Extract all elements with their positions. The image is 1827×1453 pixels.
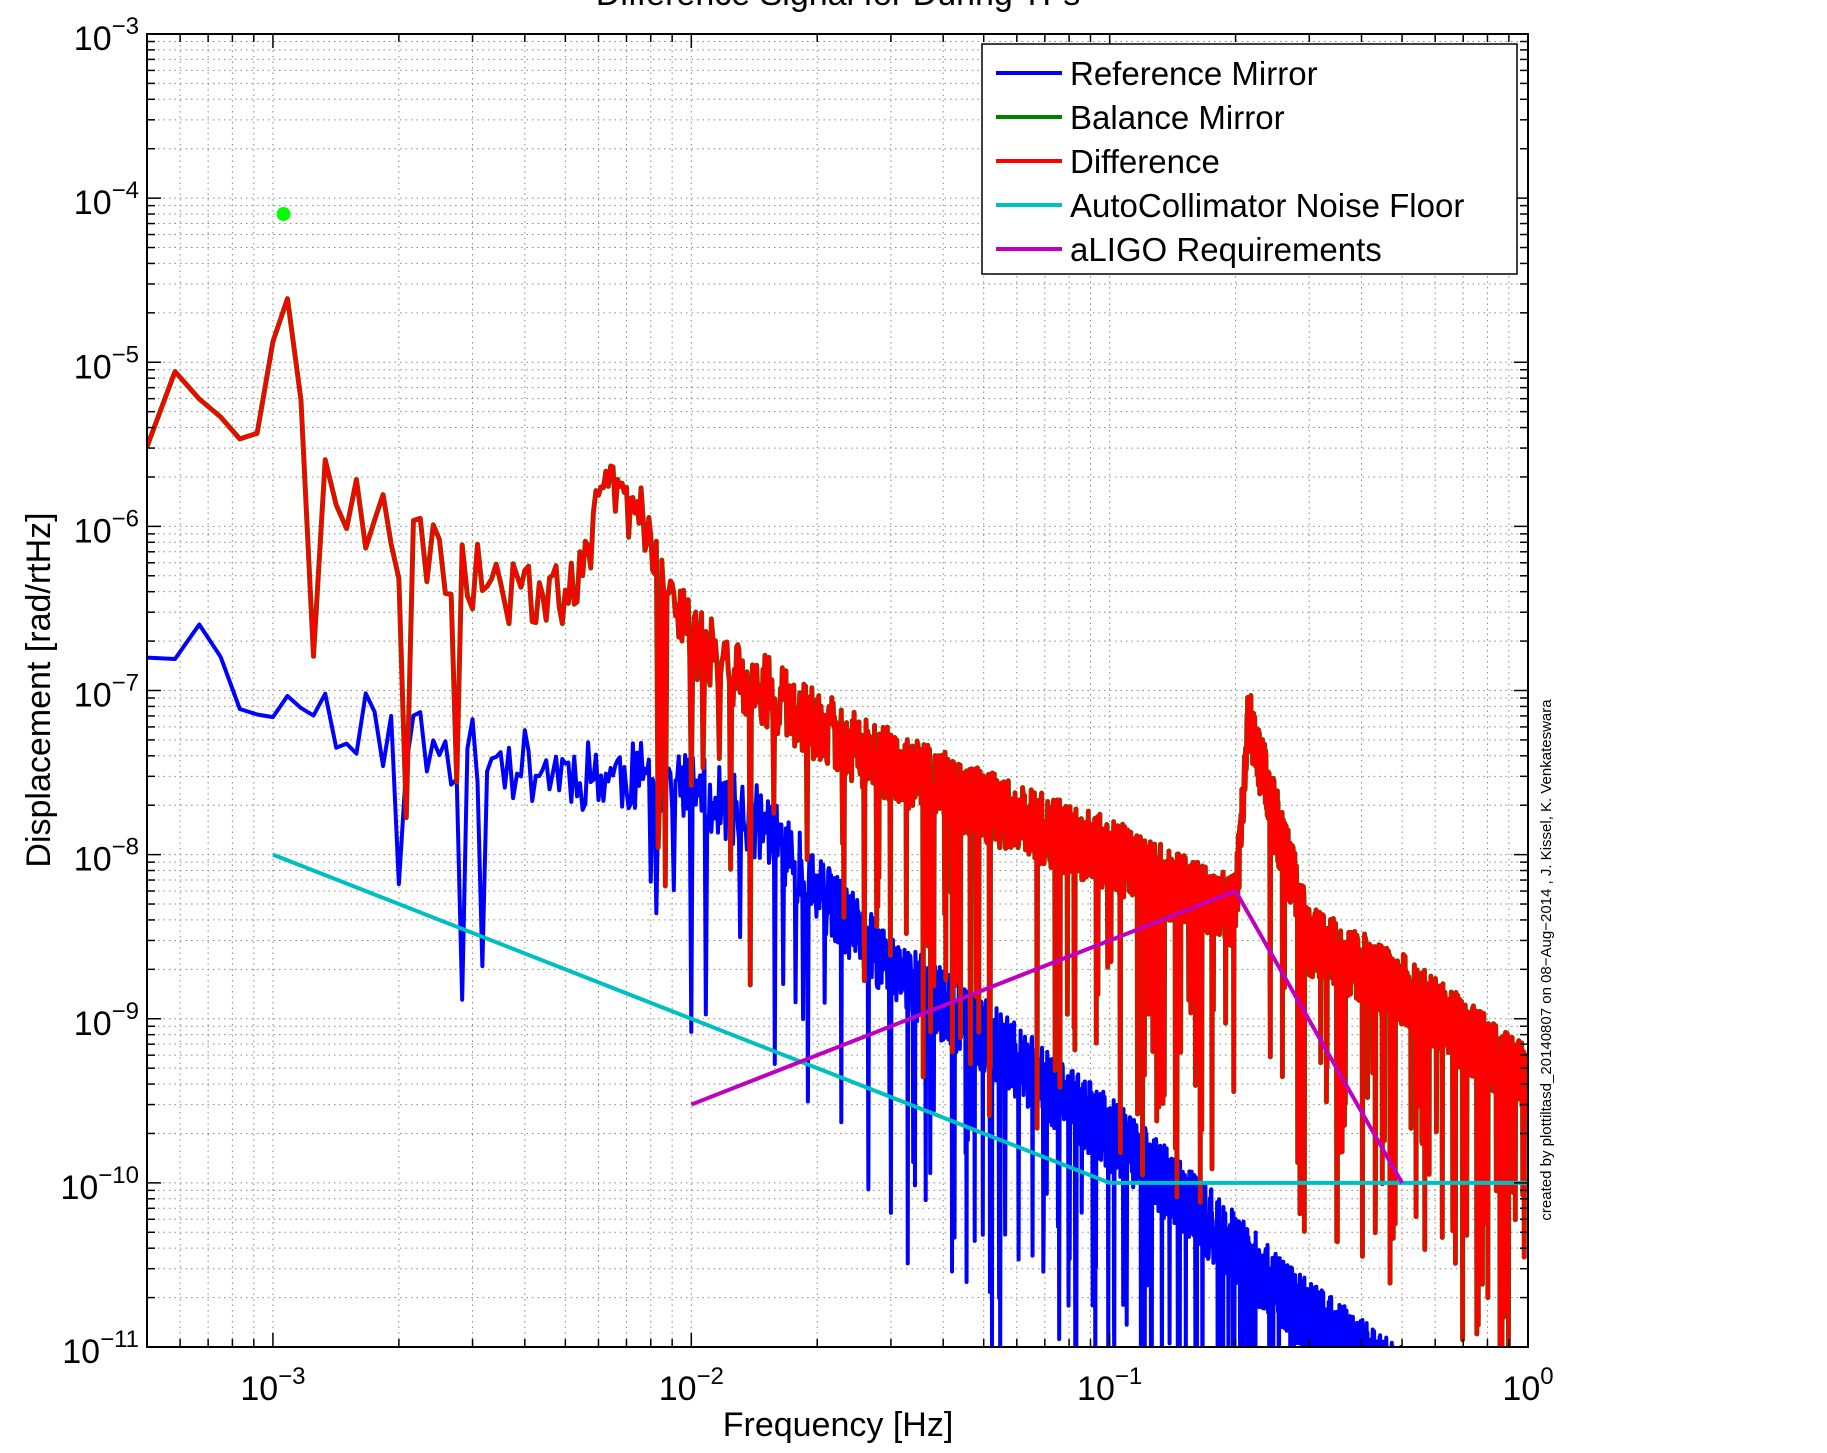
y-tick-label: 10−11	[62, 1326, 139, 1371]
series-line-aligo-requirements	[690, 889, 1404, 1184]
legend-label: AutoCollimator Noise Floor	[1070, 187, 1464, 224]
credit-text: created by plottiltasd_20140807 on 08−Au…	[1538, 699, 1555, 1221]
y-tick-label: 10−4	[74, 177, 139, 222]
x-tick-label: 10−2	[659, 1363, 724, 1408]
legend-label: Difference	[1070, 143, 1220, 180]
y-tick-label: 10−5	[74, 341, 139, 386]
y-tick-label: 10−10	[60, 1162, 139, 1207]
series-line-autocollimator-noise-floor	[272, 852, 1528, 1185]
y-tick-label: 10−6	[74, 505, 139, 550]
x-tick-labels: 10−3 10−2 10−1 100	[240, 1363, 1553, 1408]
legend: Reference Mirror Balance Mirror Difference…	[981, 43, 1518, 275]
y-tick-label: 10−8	[74, 834, 139, 879]
x-axis-label: Frequency [Hz]	[723, 1406, 954, 1444]
legend-box	[981, 43, 1518, 275]
x-tick-label: 100	[1502, 1363, 1553, 1408]
y-tick-label: 10−3	[74, 13, 139, 58]
y-tick-labels: 10−11 10−10 10−9 10−8 10−7 10−6 10−5 10−4 10−3	[60, 13, 139, 1371]
chart-title: Difference Signal for During TFs	[596, 0, 1080, 13]
legend-label: aLIGO Requirements	[1070, 231, 1382, 268]
x-tick-label: 10−3	[240, 1363, 305, 1408]
y-tick-label: 10−9	[74, 998, 139, 1043]
y-axis-label: Displacement [rad/rtHz]	[20, 512, 58, 867]
series-line-reference-mirror	[147, 622, 1406, 1347]
series-line-difference	[147, 296, 1528, 1347]
legend-label: Balance Mirror	[1070, 99, 1285, 136]
x-tick-label: 10−1	[1077, 1363, 1142, 1408]
axis-ticks	[146, 33, 1529, 1348]
y-tick-label: 10−7	[74, 670, 139, 715]
legend-label: Reference Mirror	[1070, 55, 1318, 92]
peak-marker	[276, 207, 291, 222]
plot-area	[147, 207, 1528, 1347]
